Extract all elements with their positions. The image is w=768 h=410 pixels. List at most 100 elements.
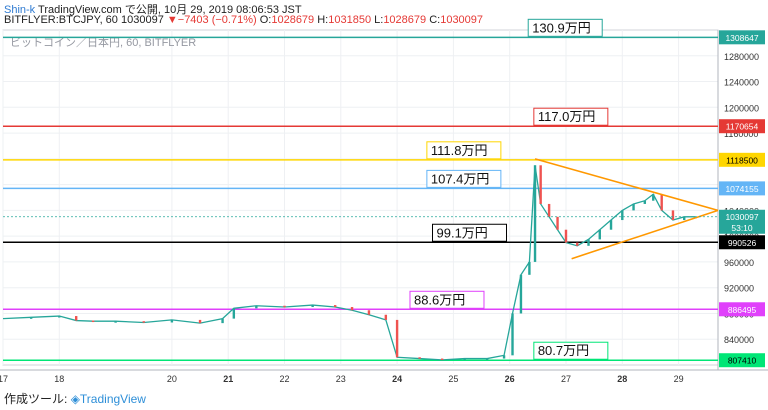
candle [142, 321, 145, 323]
level-annotation: 99.1万円 [437, 225, 488, 240]
candle [587, 239, 590, 246]
footer-brand[interactable]: TradingView [79, 392, 146, 406]
candle [333, 305, 337, 308]
candle [91, 320, 95, 323]
publish-info: Shin-k TradingView.com で公開, 10月 29, 2019… [4, 1, 302, 17]
x-tick-label: 25 [448, 374, 458, 384]
candle [632, 203, 635, 211]
candle [539, 165, 542, 204]
candle [643, 200, 647, 204]
x-tick-label: 18 [54, 374, 64, 384]
candle [463, 358, 466, 361]
last-price: 1030097 [120, 14, 164, 26]
bar-countdown: 53:10 [731, 223, 753, 233]
candle [576, 242, 579, 246]
level-price-tag [719, 353, 765, 368]
candle [283, 305, 286, 308]
ohlc-line: BITFLYER:BTCJPY, 60 1030097 ▼−7403 (−0.7… [4, 14, 483, 26]
close-value: 1030097 [440, 14, 484, 26]
footer-label: 作成ツール: [4, 392, 68, 406]
last-price-tag [719, 209, 765, 234]
x-tick-label: 23 [336, 374, 346, 384]
candle [671, 210, 675, 221]
level-annotation-box[interactable] [533, 107, 609, 126]
level-price-label: 807410 [728, 356, 757, 366]
triangle-upper-trendline[interactable] [534, 158, 719, 212]
level-price-tag [719, 302, 765, 317]
last-price-label: 1030097 [725, 212, 758, 222]
x-tick-label: 28 [617, 374, 627, 384]
x-tick-label: 21 [223, 374, 233, 384]
level-annotation: 117.0万円 [538, 109, 596, 124]
low-value: 1028679 [383, 14, 427, 26]
low-label: L: [374, 14, 384, 26]
y-tick-label: 920000 [724, 284, 754, 294]
candle [556, 216, 559, 230]
triangle-lower-trendline[interactable] [571, 209, 719, 260]
candle [652, 194, 655, 201]
level-annotation: 111.8万円 [431, 143, 488, 158]
open-value: 1028679 [271, 14, 315, 26]
level-annotation: 130.9万円 [532, 20, 591, 35]
close-label: C: [429, 14, 441, 26]
candle [74, 316, 78, 321]
candle [485, 358, 489, 361]
tradingview-logo-icon[interactable]: ◈ [70, 392, 80, 406]
candle [528, 261, 531, 275]
level-price-tag [719, 30, 765, 45]
candle [255, 305, 258, 309]
x-tick-label: 20 [167, 374, 177, 384]
level-price-label: 1308647 [725, 33, 758, 43]
chart-watermark: ビットコイン／日本円, 60, BITFLYER [10, 35, 196, 49]
y-tick-label: 1160000 [724, 129, 758, 139]
candle [621, 210, 624, 221]
x-tick-label: 27 [561, 374, 571, 384]
candle [221, 318, 224, 324]
plot-area[interactable] [2, 29, 719, 366]
level-annotation-box[interactable] [527, 18, 603, 37]
level-annotation-box[interactable] [533, 341, 609, 360]
x-tick-label: 22 [279, 374, 289, 384]
x-tick-label: 29 [674, 374, 684, 384]
y-tick-label: 1240000 [724, 78, 759, 88]
candle [114, 321, 117, 323]
level-annotation: 88.6万円 [414, 292, 465, 307]
candle [29, 317, 33, 319]
candle [564, 229, 568, 243]
y-tick-label: 1280000 [724, 52, 759, 62]
level-price-tag [719, 181, 765, 196]
candle [533, 165, 537, 262]
y-tick-label: 840000 [724, 335, 754, 345]
level-annotation-box[interactable] [426, 169, 502, 188]
candle [609, 220, 613, 230]
change-arrow: ▼ [166, 14, 178, 26]
level-price-tag [719, 152, 765, 167]
level-price-label: 1074155 [725, 184, 758, 194]
candle [418, 357, 421, 359]
candle [683, 216, 686, 221]
candle [502, 355, 506, 359]
candle [232, 308, 236, 319]
high-value: 1031850 [328, 14, 372, 26]
price-series-line[interactable] [2, 165, 696, 361]
publisher-name[interactable]: Shin-k [4, 4, 36, 16]
level-price-tag [719, 119, 765, 134]
candle [511, 313, 514, 356]
x-tick-label: 26 [505, 374, 515, 384]
candle [198, 319, 202, 324]
candle [350, 307, 354, 311]
level-annotation-box[interactable] [409, 290, 485, 309]
level-annotation: 107.4万円 [431, 171, 490, 186]
candle [170, 319, 174, 323]
publish-text: TradingView.com で公開, 10月 29, 2019 08:06:… [38, 4, 302, 16]
candle [440, 358, 444, 361]
level-annotation-box[interactable] [432, 223, 508, 242]
x-tick-label: 17 [0, 374, 8, 384]
candle [58, 316, 61, 318]
x-tick-label: 24 [392, 374, 402, 384]
candle [660, 194, 663, 211]
high-label: H: [317, 14, 329, 26]
level-annotation-box[interactable] [426, 141, 502, 160]
candle [311, 305, 314, 308]
